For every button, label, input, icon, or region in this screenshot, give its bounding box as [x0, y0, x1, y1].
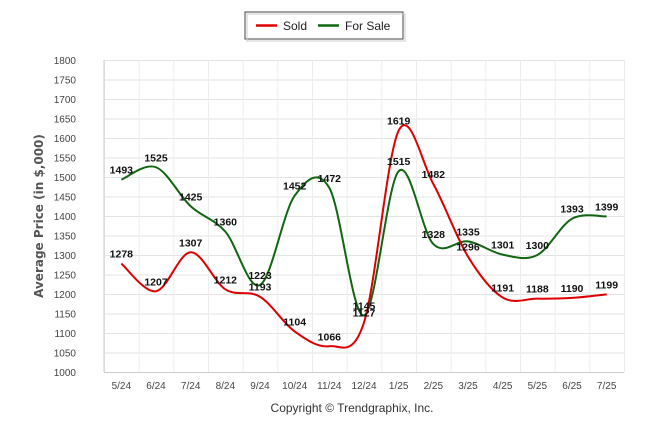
data-label-sold: 1199: [595, 279, 618, 291]
data-label-sold: 1190: [561, 283, 584, 295]
data-label-for-sale: 1300: [526, 240, 550, 252]
x-tick-label: 10/24: [282, 381, 307, 392]
series-lines: [120, 124, 607, 349]
y-tick-label: 1600: [54, 134, 77, 145]
data-label-sold: 1619: [387, 116, 411, 128]
y-tick-label: 1800: [54, 56, 77, 67]
data-label-for-sale: 1393: [560, 204, 584, 216]
data-label-sold: 1191: [491, 283, 514, 295]
data-label-for-sale: 1493: [110, 165, 134, 177]
data-label-sold: 1188: [526, 284, 549, 296]
axes: 1000 1050 1100 1150 1200 1250 1300 1350 1400 1450…: [54, 56, 624, 392]
gridlines: [104, 60, 625, 373]
x-tick-label: 7/24: [181, 381, 201, 392]
data-label-sold: 1066: [318, 331, 342, 343]
y-tick-label: 1000: [54, 368, 77, 379]
data-label-sold: 1278: [110, 249, 134, 261]
data-label-sold: 1104: [283, 316, 306, 328]
data-label-for-sale: 1301: [491, 240, 515, 252]
legend-label-sold: Sold: [283, 19, 307, 33]
x-tick-label: 6/25: [562, 381, 582, 392]
y-tick-label: 1050: [54, 349, 77, 360]
x-tick-label: 7/25: [597, 381, 617, 392]
x-tick-label: 2/25: [424, 381, 444, 392]
data-label-for-sale: 1360: [214, 217, 238, 229]
x-tick-label: 4/25: [493, 381, 513, 392]
y-tick-label: 1750: [54, 76, 77, 87]
x-tick-label: 8/24: [216, 381, 236, 392]
data-label-sold: 1207: [144, 276, 168, 288]
legend-label-for-sale: For Sale: [345, 19, 391, 33]
data-label-for-sale: 1525: [144, 152, 168, 164]
x-tick-label: 12/24: [351, 381, 376, 392]
data-label-for-sale: 1515: [387, 156, 411, 168]
y-tick-label: 1100: [54, 329, 76, 340]
data-label-sold: 1193: [249, 282, 272, 294]
y-tick-label: 1200: [54, 290, 77, 301]
data-label-for-sale: 1328: [422, 229, 446, 241]
x-tick-label: 6/24: [146, 381, 166, 392]
data-label-sold: 1212: [214, 274, 238, 286]
x-tick-label: 1/25: [389, 381, 409, 392]
data-label-sold: 1482: [422, 169, 446, 181]
data-label-for-sale: 1223: [248, 270, 272, 282]
data-label-for-sale: 1335: [456, 226, 480, 238]
x-tick-label: 3/25: [458, 381, 478, 392]
x-tick-label: 5/24: [112, 381, 132, 392]
x-tick-label: 9/24: [250, 381, 270, 392]
y-tick-label: 1500: [54, 173, 77, 184]
data-label-sold: 1127: [353, 307, 376, 319]
y-tick-label: 1450: [54, 193, 77, 204]
x-tick-label: 11/24: [317, 381, 342, 392]
y-tick-label: 1250: [54, 271, 77, 282]
legend: Sold For Sale: [244, 11, 406, 42]
y-axis-label: Average Price (in $,000): [32, 134, 46, 298]
y-tick-label: 1700: [54, 95, 77, 106]
y-tick-label: 1350: [54, 232, 77, 243]
y-tick-label: 1150: [54, 310, 76, 321]
data-label-for-sale: 1145: [353, 300, 376, 312]
data-labels: 1278 1207 1307 1212 1193 1104 1066 1127 1619 1482…: [110, 116, 619, 344]
y-tick-label: 1650: [54, 115, 77, 126]
data-label-sold: 1307: [179, 237, 203, 249]
y-tick-label: 1300: [54, 251, 77, 262]
series-line-sold: [120, 124, 607, 349]
x-tick-label: 5/25: [528, 381, 548, 392]
data-label-sold: 1296: [456, 242, 480, 254]
y-tick-label: 1550: [54, 154, 77, 165]
series-line-for-sale: [120, 165, 607, 317]
data-label-for-sale: 1452: [283, 181, 307, 193]
data-label-for-sale: 1399: [595, 201, 619, 213]
copyright-footer: Copyright © Trendgraphix, Inc.: [271, 401, 434, 415]
data-label-for-sale: 1472: [318, 173, 342, 185]
data-label-for-sale: 1425: [179, 191, 203, 203]
y-tick-label: 1400: [54, 212, 77, 223]
